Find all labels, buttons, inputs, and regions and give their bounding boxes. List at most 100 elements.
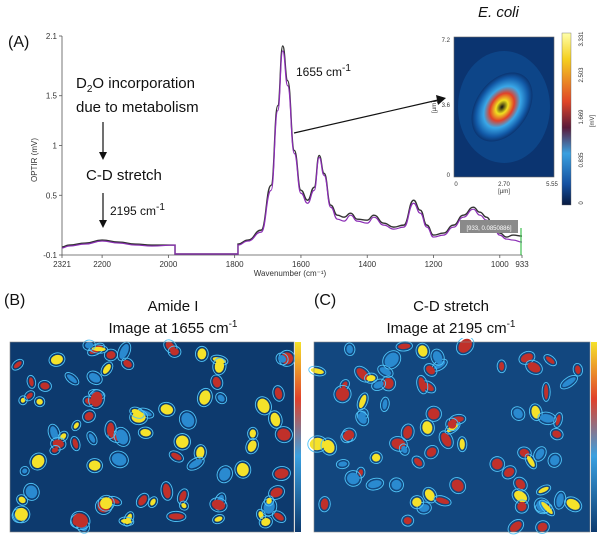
ecoli-cell	[471, 72, 533, 142]
hotspot	[22, 468, 28, 474]
hotspot-ring	[398, 443, 410, 456]
hotspot	[73, 422, 79, 429]
hotspot	[514, 490, 527, 503]
hotspot-ring	[70, 436, 81, 452]
hotspot	[517, 501, 527, 512]
hotspot	[515, 479, 526, 490]
hotspot	[26, 392, 33, 399]
hotspot	[18, 496, 26, 504]
hotspot-ring	[271, 510, 287, 524]
hotspot-ring	[109, 450, 129, 469]
y-ticks: 2.1 1.5 1 0.5 -0.1	[43, 32, 62, 260]
hotspot-ring	[129, 406, 145, 419]
peak-2195-label: 2195 cm-1	[110, 202, 165, 218]
hotspot	[50, 426, 58, 440]
series-line-2	[61, 50, 523, 255]
inset-y-tick: 0	[447, 173, 451, 179]
hotspot	[257, 398, 270, 413]
peak-1655-label: 1655 cm-1	[296, 63, 351, 79]
hotspot-ring	[423, 363, 438, 377]
hotspot-ring	[215, 392, 228, 405]
hotspot-ring	[541, 381, 551, 402]
hotspot	[373, 381, 384, 389]
hotspot	[441, 432, 452, 447]
hotspot	[383, 377, 394, 389]
x-axis-title: Wavenumber (cm⁻¹)	[254, 269, 327, 278]
hotspot-ring	[424, 445, 439, 460]
hotspot	[249, 429, 256, 438]
hotspot	[539, 414, 555, 423]
hotspot	[412, 497, 422, 507]
hotspot-ring	[86, 370, 103, 386]
hotspot	[424, 489, 435, 501]
hotspot-ring	[97, 494, 115, 512]
series-line-1	[61, 45, 523, 255]
y-tick-label: 2.1	[46, 32, 58, 41]
image-frame	[313, 341, 591, 533]
amide-i-image	[9, 339, 301, 534]
hotspot	[426, 447, 437, 457]
hotspot-ring	[129, 409, 149, 426]
hotspot	[556, 493, 564, 508]
hotspot-ring	[263, 495, 275, 507]
hotspot-ring	[388, 477, 404, 493]
hotspot	[131, 409, 143, 417]
hotspot-ring	[186, 456, 205, 471]
hotspot-ring	[572, 362, 584, 377]
hotspot	[346, 472, 360, 485]
hotspot-ring	[173, 433, 191, 451]
hotspot-ring	[258, 515, 273, 529]
hotspot	[106, 351, 116, 359]
hotspot	[116, 429, 129, 445]
hotspot-ring	[11, 358, 25, 371]
hotspot	[510, 521, 522, 532]
image-frame	[9, 341, 295, 533]
hotspot	[111, 453, 127, 466]
hotspot	[504, 467, 515, 478]
hotspot	[247, 440, 257, 452]
hotspot	[236, 462, 249, 477]
x-tick-label: 1400	[358, 260, 376, 269]
hotspot-ring	[430, 348, 445, 366]
hotspot-ring	[247, 426, 259, 441]
colorbar-tick: 0	[579, 201, 585, 205]
hotspot	[398, 343, 411, 350]
hotspot-ring	[445, 417, 459, 432]
hotspot-ring	[425, 405, 442, 422]
hotspot	[29, 377, 34, 387]
y-tick-label: -0.1	[43, 251, 57, 260]
hotspot	[270, 487, 283, 498]
hotspot	[346, 344, 353, 354]
hotspot	[338, 461, 348, 467]
hotspot-ring	[333, 384, 352, 404]
hotspot-ring	[535, 520, 550, 534]
hotspot-ring	[194, 345, 209, 362]
hotspot-ring	[364, 372, 378, 384]
hotspot-ring	[400, 423, 415, 442]
arrow-head-3	[436, 95, 446, 105]
hotspot-ring	[272, 466, 291, 482]
hotspot	[84, 411, 94, 421]
hotspot	[274, 387, 283, 400]
x-tick-label: 1200	[425, 260, 443, 269]
colorbar-tick: 0.835	[579, 152, 585, 168]
hotspot	[72, 513, 88, 528]
colorbar-tick: 3.331	[579, 31, 585, 47]
hotspot-ring	[209, 497, 228, 513]
hotspot	[217, 394, 225, 402]
hotspot-ring	[355, 466, 366, 479]
hotspot	[432, 351, 443, 364]
hotspot-ring	[533, 497, 551, 515]
hotspot-ring	[524, 453, 538, 470]
hotspot	[266, 497, 272, 504]
hotspot	[274, 468, 289, 479]
hotspot	[109, 498, 120, 504]
hotspot-ring	[411, 455, 425, 469]
hotspot-ring	[71, 419, 82, 432]
hotspots	[307, 338, 584, 535]
hotspot	[322, 439, 335, 454]
hotspot	[372, 453, 381, 462]
series-lines	[61, 45, 523, 255]
hotspot	[379, 367, 392, 376]
hotspot	[274, 512, 284, 521]
